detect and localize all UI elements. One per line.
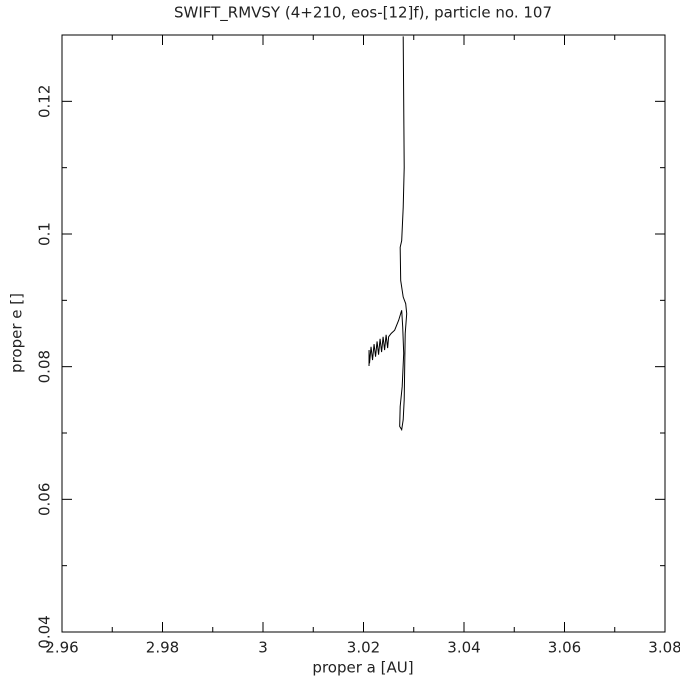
x-tick-label: 3.04 [447, 639, 480, 657]
chart-title: SWIFT_RMVSY (4+210, eos-[12]f), particle… [174, 4, 552, 23]
x-tick-label: 3.06 [548, 639, 581, 657]
y-tick-label: 0.06 [36, 483, 54, 516]
x-tick-label: 3 [258, 639, 268, 657]
y-tick-label: 0.12 [36, 85, 54, 118]
y-tick-label: 0.04 [36, 615, 54, 648]
x-tick-label: 3.02 [347, 639, 380, 657]
x-tick-label: 2.98 [146, 639, 179, 657]
plot-frame [61, 34, 666, 633]
x-axis-label: proper a [AU] [312, 659, 413, 677]
x-tick-label: 2.96 [45, 639, 78, 657]
x-tick-label: 3.08 [648, 639, 680, 657]
trajectory [368, 36, 408, 432]
y-tick-label: 0.1 [36, 222, 54, 246]
y-tick-label: 0.08 [36, 350, 54, 383]
y-axis-label: proper e [] [8, 293, 26, 373]
